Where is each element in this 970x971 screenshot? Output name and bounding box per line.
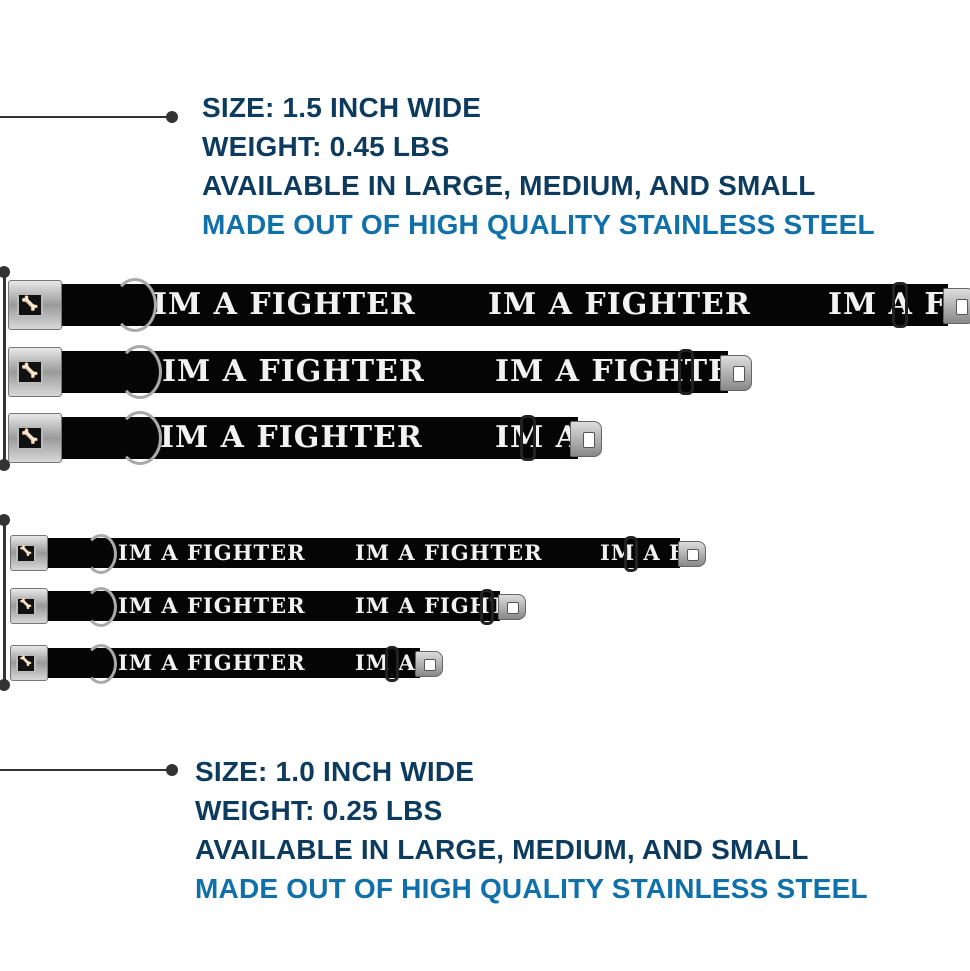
seatbelt-buckle: 🦴 bbox=[8, 413, 62, 463]
bone-icon: 🦴 bbox=[16, 597, 36, 616]
spec-size: SIZE: 1.5 INCH WIDE bbox=[202, 92, 482, 123]
buckle-tongue bbox=[498, 594, 526, 620]
keeper-loop bbox=[624, 536, 638, 572]
d-ring bbox=[85, 644, 117, 684]
collar-print: IM A FIGHTER bbox=[162, 354, 425, 389]
spec-availability: AVAILABLE IN LARGE, MEDIUM, AND SMALL bbox=[195, 834, 809, 865]
seatbelt-buckle: 🦴 bbox=[10, 588, 48, 624]
spec-weight: WEIGHT: 0.25 LBS bbox=[195, 795, 443, 826]
collar-print: IM A FIGHTER bbox=[600, 540, 680, 565]
collar-large-medium: IM A FIGHTER IM A FIGHTER 🦴 bbox=[8, 345, 753, 399]
collar-print: IM A FIGHTER bbox=[118, 593, 306, 618]
large-collar-specs: SIZE: 1.5 INCH WIDE WEIGHT: 0.45 LBS AVA… bbox=[202, 88, 875, 244]
buckle-tongue bbox=[720, 355, 752, 391]
bone-icon: 🦴 bbox=[17, 293, 43, 317]
keeper-loop bbox=[678, 349, 694, 395]
bone-icon: 🦴 bbox=[17, 426, 43, 450]
collar-large-large: IM A FIGHTER IM A FIGHTER IM A FIGHTER 🦴 bbox=[8, 278, 970, 332]
keeper-loop bbox=[480, 589, 494, 625]
bone-icon: 🦴 bbox=[16, 544, 36, 563]
collar-small-small: IM A FIGHTER IM A FIGHTER 🦴 bbox=[10, 644, 445, 684]
keeper-loop bbox=[520, 415, 536, 461]
keeper-loop bbox=[385, 646, 399, 682]
small-collar-specs: SIZE: 1.0 INCH WIDE WEIGHT: 0.25 LBS AVA… bbox=[195, 752, 868, 908]
buckle-tongue bbox=[678, 541, 706, 567]
collar-print: IM A FIGHTER bbox=[495, 354, 728, 389]
d-ring bbox=[85, 587, 117, 627]
collar-large-small: IM A FIGHTER IM A FIGHTER 🦴 bbox=[8, 411, 604, 465]
spec-size: SIZE: 1.0 INCH WIDE bbox=[195, 756, 475, 787]
bracket-dot bbox=[0, 679, 10, 691]
buckle-tongue bbox=[570, 421, 602, 457]
callout-line-top bbox=[0, 116, 170, 118]
collar-print: IM A FIGHTER bbox=[118, 540, 306, 565]
collar-print: IM A FIGHTER bbox=[118, 650, 306, 675]
bone-icon: 🦴 bbox=[17, 360, 43, 384]
seatbelt-buckle: 🦴 bbox=[10, 535, 48, 571]
callout-line-bottom bbox=[0, 769, 170, 771]
seatbelt-buckle: 🦴 bbox=[10, 645, 48, 681]
collar-print: IM A FIGHTER bbox=[153, 287, 416, 322]
bone-icon: 🦴 bbox=[16, 654, 36, 673]
collar-print: IM A FIGHTER bbox=[828, 287, 948, 322]
bracket-dot bbox=[0, 266, 10, 278]
spec-availability: AVAILABLE IN LARGE, MEDIUM, AND SMALL bbox=[202, 170, 816, 201]
callout-dot-top bbox=[166, 111, 178, 123]
callout-dot-bottom bbox=[166, 764, 178, 776]
d-ring bbox=[113, 278, 157, 332]
d-ring bbox=[85, 534, 117, 574]
spec-material: MADE OUT OF HIGH QUALITY STAINLESS STEEL bbox=[202, 209, 875, 240]
bracket-dot bbox=[0, 514, 10, 526]
collar-print: IM A FIGHTER bbox=[355, 593, 500, 618]
bracket-top bbox=[3, 272, 6, 465]
collar-print: IM A FIGHTER bbox=[488, 287, 751, 322]
collar-print: IM A FIGHTER bbox=[355, 540, 543, 565]
buckle-tongue bbox=[943, 288, 970, 324]
bracket-bottom bbox=[3, 520, 6, 685]
collar-print: IM A FIGHTER bbox=[495, 420, 578, 455]
collar-print: IM A FIGHTER bbox=[160, 420, 423, 455]
d-ring bbox=[118, 345, 162, 399]
keeper-loop bbox=[892, 282, 908, 328]
buckle-tongue bbox=[415, 651, 443, 677]
spec-weight: WEIGHT: 0.45 LBS bbox=[202, 131, 450, 162]
collar-small-medium: IM A FIGHTER IM A FIGHTER 🦴 bbox=[10, 587, 526, 627]
seatbelt-buckle: 🦴 bbox=[8, 280, 62, 330]
spec-material: MADE OUT OF HIGH QUALITY STAINLESS STEEL bbox=[195, 873, 868, 904]
d-ring bbox=[118, 411, 162, 465]
seatbelt-buckle: 🦴 bbox=[8, 347, 62, 397]
bracket-dot bbox=[0, 459, 10, 471]
collar-small-large: IM A FIGHTER IM A FIGHTER IM A FIGHTER 🦴 bbox=[10, 534, 706, 574]
